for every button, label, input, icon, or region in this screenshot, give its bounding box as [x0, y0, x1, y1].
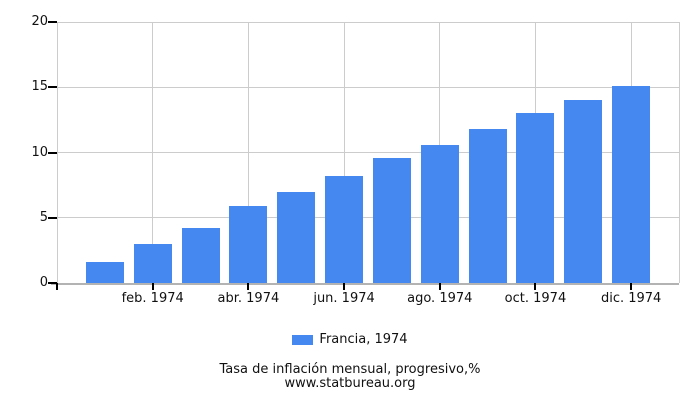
- x-axis-label: feb. 1974: [121, 291, 184, 306]
- x-axis-label: oct. 1974: [504, 291, 567, 306]
- y-tick: [48, 86, 57, 89]
- y-tick: [48, 21, 57, 23]
- y-tick: [48, 282, 57, 284]
- chart-bar: [564, 100, 603, 283]
- chart-title: Tasa de inflación mensual, progresivo,%: [219, 362, 481, 377]
- chart-bar: [181, 228, 220, 283]
- x-axis-label: ago. 1974: [407, 291, 473, 306]
- chart-bar: [372, 157, 411, 283]
- y-tick: [48, 151, 57, 154]
- chart-bar: [468, 129, 507, 283]
- x-tick: [534, 283, 537, 290]
- x-tick: [438, 283, 441, 290]
- y-tick: [48, 216, 57, 219]
- y-axis-label: 5: [39, 209, 48, 225]
- x-tick: [343, 283, 346, 290]
- legend-swatch: [292, 334, 314, 345]
- chart-source-url: www.statbureau.org: [284, 376, 416, 391]
- legend: Francia, 1974: [0, 332, 700, 347]
- chart-bar: [516, 113, 555, 283]
- x-axis-label: dic. 1974: [600, 291, 662, 306]
- y-gridline: [57, 21, 679, 23]
- x-axis-label: abr. 1974: [217, 291, 280, 306]
- y-gridline: [57, 86, 679, 88]
- plot-right-border: [679, 22, 680, 283]
- y-axis-line: [56, 22, 58, 283]
- y-axis-label: 20: [31, 14, 48, 29]
- chart-bar: [420, 144, 459, 283]
- x-tick: [151, 283, 154, 290]
- y-axis-label: 10: [31, 144, 48, 160]
- chart-bar: [85, 262, 124, 283]
- y-gridline: [57, 217, 679, 219]
- chart-bar: [229, 206, 268, 283]
- plot-area: 0 5 10 15 20 feb. 1974 abr. 1974 jun. 1974 ago. …: [31, 14, 680, 306]
- x-axis-label: jun. 1974: [313, 291, 375, 306]
- chart-bar: [133, 243, 172, 283]
- y-axis-label: 0: [39, 275, 48, 290]
- chart-bar: [612, 85, 651, 283]
- y-axis-label: 15: [31, 79, 48, 95]
- origin-tick: [56, 283, 58, 290]
- chart-bar: [325, 175, 364, 283]
- legend-label: Francia, 1974: [319, 332, 408, 347]
- x-tick: [630, 283, 633, 290]
- y-gridline: [57, 152, 679, 153]
- x-tick: [247, 283, 250, 290]
- x-axis-line: [51, 283, 679, 285]
- chart-bar: [277, 191, 316, 283]
